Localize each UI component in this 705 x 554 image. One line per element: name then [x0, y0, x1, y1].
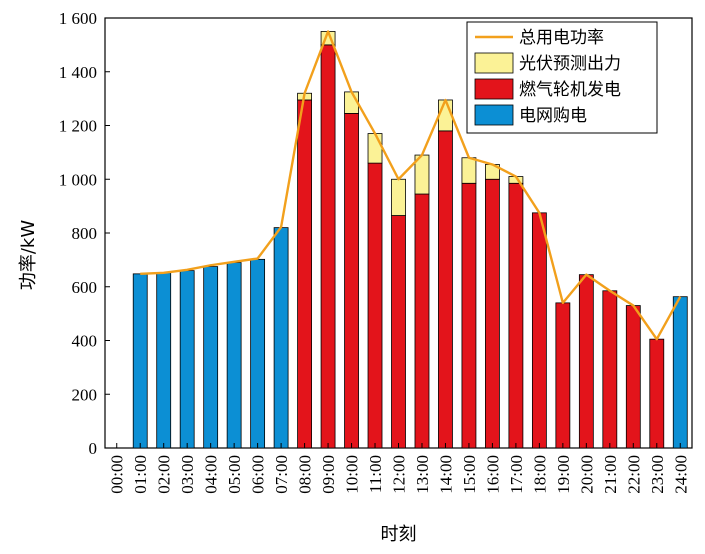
y-tick-label: 400: [72, 332, 98, 351]
bar-04:00-电网购电: [203, 266, 219, 449]
x-tick-label: 09:00: [319, 455, 338, 494]
x-tick-label: 23:00: [648, 455, 667, 494]
x-tick-label: 02:00: [155, 455, 174, 494]
x-tick-label: 10:00: [343, 455, 362, 494]
y-tick-label: 1 000: [59, 170, 97, 189]
bar-12:00-光伏预测出力: [391, 178, 406, 216]
y-tick-label: 1 600: [59, 9, 97, 28]
legend-label: 光伏预测出力: [519, 54, 621, 74]
x-tick-label: 08:00: [296, 455, 315, 494]
x-tick-label: 00:00: [108, 455, 127, 494]
x-tick-label: 17:00: [507, 455, 526, 494]
x-tick-label: 07:00: [272, 455, 291, 494]
bar-22:00-燃气轮机发电: [625, 305, 641, 449]
y-tick-label: 200: [72, 385, 98, 404]
bar-01:00-电网购电: [132, 273, 148, 449]
x-tick-label: 21:00: [601, 455, 620, 494]
x-tick-label: 12:00: [390, 455, 409, 494]
x-tick-label: 24:00: [671, 455, 690, 494]
y-tick-label: 600: [72, 278, 98, 297]
bar-17:00-燃气轮机发电: [508, 182, 524, 449]
legend-label: 电网购电: [519, 106, 587, 126]
bar-11:00-光伏预测出力: [367, 133, 383, 164]
x-tick-label: 18:00: [530, 455, 549, 494]
bar-15:00-光伏预测出力: [461, 157, 477, 184]
bar-21:00-燃气轮机发电: [602, 290, 618, 449]
legend-label: 燃气轮机发电: [519, 80, 621, 100]
bar-15:00-燃气轮机发电: [461, 182, 477, 449]
bar-03:00-电网购电: [179, 270, 195, 449]
bar-12:00-燃气轮机发电: [391, 215, 406, 449]
y-tick-label: 0: [89, 439, 98, 458]
y-axis-title: 功率/kW: [18, 220, 39, 290]
bar-13:00-燃气轮机发电: [414, 193, 430, 449]
x-tick-label: 16:00: [483, 455, 502, 494]
bar-07:00-电网购电: [273, 227, 289, 449]
x-tick-label: 19:00: [554, 455, 573, 494]
bar-10:00-燃气轮机发电: [344, 113, 359, 449]
y-tick-label: 800: [72, 224, 98, 243]
bar-05:00-电网购电: [226, 262, 242, 449]
bar-14:00-光伏预测出力: [438, 99, 453, 132]
legend-swatch: [474, 104, 514, 126]
bar-06:00-电网购电: [250, 258, 266, 449]
x-tick-label: 13:00: [413, 455, 432, 494]
bar-18:00-燃气轮机发电: [531, 212, 547, 449]
bar-16:00-燃气轮机发电: [485, 178, 500, 449]
x-tick-label: 01:00: [131, 455, 150, 494]
bar-14:00-燃气轮机发电: [438, 130, 453, 449]
x-axis-title: 时刻: [381, 524, 417, 545]
x-tick-label: 05:00: [225, 455, 244, 494]
axes: 0 200 400 600 800 1 000 1 200 1 400 1 600 00:00 01…: [59, 9, 691, 494]
bar-02:00-电网购电: [156, 272, 172, 449]
bars: [132, 31, 688, 449]
legend-swatch: [474, 78, 514, 100]
bar-24:00-电网购电: [672, 296, 688, 449]
bar-20:00-燃气轮机发电: [578, 274, 594, 449]
legend-label: 总用电功率: [519, 28, 604, 48]
bar-11:00-燃气轮机发电: [367, 162, 383, 449]
x-tick-label: 20:00: [577, 455, 596, 494]
y-tick-label: 1 200: [59, 117, 97, 136]
bar-19:00-燃气轮机发电: [555, 302, 571, 449]
x-tick-label: 14:00: [436, 455, 455, 494]
total-power-line: [140, 30, 682, 341]
x-tick-label: 06:00: [249, 455, 268, 494]
x-tick-label: 11:00: [366, 455, 385, 493]
x-tick-label: 04:00: [202, 455, 221, 494]
bar-09:00-燃气轮机发电: [320, 44, 336, 449]
total-line: [140, 30, 682, 341]
x-tick-label: 15:00: [460, 455, 479, 494]
y-tick-label: 1 400: [59, 63, 97, 82]
x-tick-label: 22:00: [624, 455, 643, 494]
legend-swatch: [474, 52, 514, 74]
bar-08:00-燃气轮机发电: [297, 99, 312, 449]
bar-23:00-燃气轮机发电: [649, 338, 665, 449]
x-tick-label: 03:00: [178, 455, 197, 494]
